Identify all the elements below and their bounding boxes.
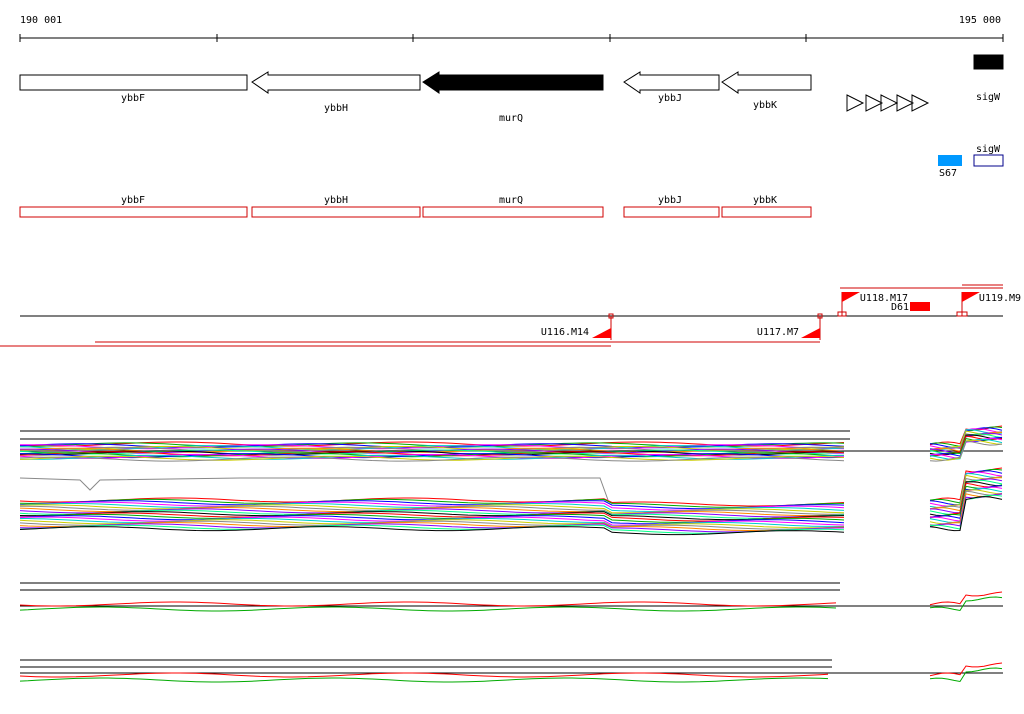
expression-line <box>929 662 1003 677</box>
transcript-label: D61 <box>891 302 909 313</box>
expression-line <box>19 526 845 536</box>
transcript-label: U118.M17 <box>860 293 908 304</box>
expression-line <box>19 601 837 607</box>
ruler: 190 001 195 000 <box>19 15 1004 42</box>
annotation-label: ybbF <box>121 195 145 206</box>
gene-label: sigW <box>976 92 1001 103</box>
expression-line <box>19 524 845 534</box>
expression-line <box>19 498 844 508</box>
expression-line <box>19 677 829 683</box>
annotation-label: ybbH <box>324 195 348 206</box>
expression-line <box>929 496 1003 532</box>
gene-label: ybbH <box>324 103 348 114</box>
expression-line <box>19 455 845 461</box>
annotation-label: ybbJ <box>658 195 682 206</box>
transcript-label: U119.M9 <box>979 293 1021 304</box>
transcript-track <box>0 284 1003 347</box>
feature-label: S67 <box>939 168 957 179</box>
expression-line <box>19 456 845 462</box>
feature[interactable] <box>938 155 962 166</box>
expression-line <box>19 512 845 522</box>
transcript-label: U117.M7 <box>757 327 799 338</box>
expression-line <box>929 440 1003 462</box>
ruler-start: 190 001 <box>20 15 62 26</box>
expression-line <box>19 445 845 451</box>
expression-line <box>19 449 845 455</box>
expression-line <box>929 591 1003 606</box>
gene-label: ybbJ <box>658 93 682 104</box>
expression-line <box>19 509 845 519</box>
annotation-track <box>19 206 812 218</box>
gene-label: ybbF <box>121 93 145 104</box>
expression-line <box>19 606 837 612</box>
gene-label: ybbK <box>753 100 777 111</box>
annotation-label: ybbK <box>753 195 777 206</box>
expression-line <box>19 523 845 533</box>
gene[interactable] <box>721 71 812 94</box>
expression-tracks <box>19 425 1003 683</box>
expression-line <box>19 452 845 458</box>
expression-line <box>19 511 845 521</box>
feature-label: sigW <box>976 144 1001 155</box>
expression-line <box>19 521 845 531</box>
expression-line <box>929 596 1003 612</box>
expression-line <box>19 672 829 678</box>
transcript-label: U116.M14 <box>541 327 589 338</box>
ruler-end: 195 000 <box>959 15 1001 26</box>
annotation-label: murQ <box>499 195 523 206</box>
expression-line <box>929 667 1003 683</box>
gene-label: murQ <box>499 113 523 124</box>
gene[interactable] <box>623 71 720 94</box>
expression-line <box>19 497 845 507</box>
terminators <box>846 94 930 112</box>
expression-line <box>19 477 609 501</box>
gene[interactable] <box>19 74 248 91</box>
feature[interactable] <box>973 154 1004 167</box>
gene[interactable] <box>973 54 1004 70</box>
gene[interactable] <box>422 71 604 94</box>
gene-track <box>19 54 1004 112</box>
gene[interactable] <box>251 71 421 94</box>
expression-line <box>19 500 845 510</box>
